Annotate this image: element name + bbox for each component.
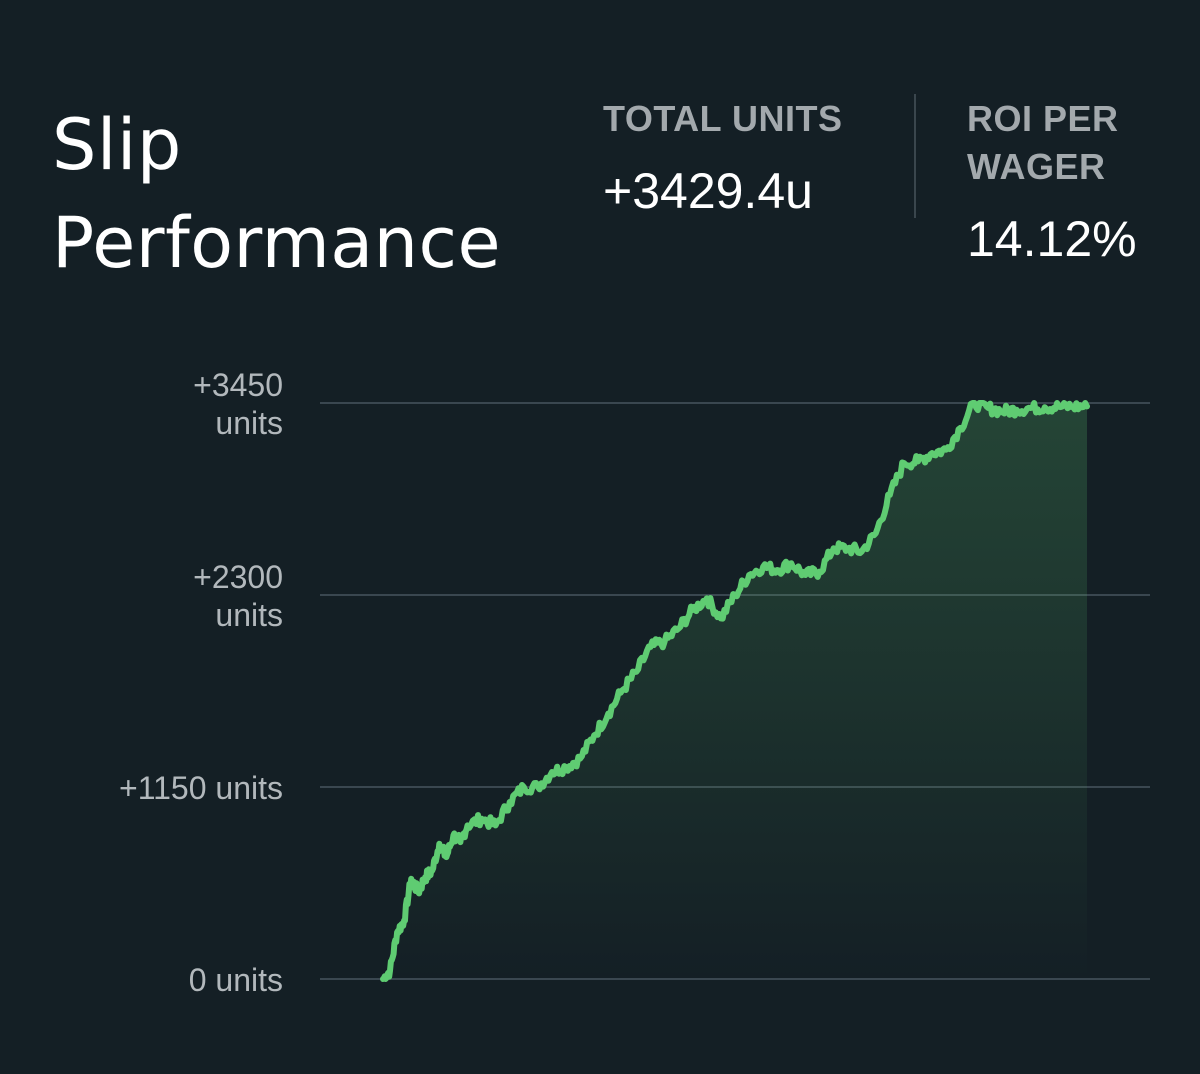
series-area <box>383 403 1087 979</box>
y-tick-label-line: +3450 <box>193 367 283 403</box>
y-tick-label-line: +2300 <box>193 559 283 595</box>
page-title: Slip Performance <box>52 104 502 284</box>
roi-per-wager-label: ROI PER WAGER <box>967 98 1119 187</box>
roi-per-wager-value: 14.12% <box>967 211 1137 267</box>
total-units-stat: TOTAL UNITS +3429.4u <box>603 95 903 221</box>
y-tick-label: +1150 units <box>119 770 283 806</box>
roi-per-wager-stat: ROI PER WAGER 14.12% <box>967 95 1187 269</box>
y-tick-label: 0 units <box>189 962 283 998</box>
y-tick-label-line: units <box>215 597 283 633</box>
y-tick-label: +2300 units <box>193 559 283 633</box>
y-tick-label-line: +1150 units <box>119 770 283 806</box>
total-units-label: TOTAL UNITS <box>603 98 843 139</box>
y-tick-label-line: units <box>215 405 283 441</box>
series-line <box>380 400 1090 982</box>
stats-divider <box>914 94 916 218</box>
y-tick-label: +3450 units <box>193 367 283 441</box>
total-units-value: +3429.4u <box>603 163 813 219</box>
y-tick-label-line: 0 units <box>189 962 283 998</box>
